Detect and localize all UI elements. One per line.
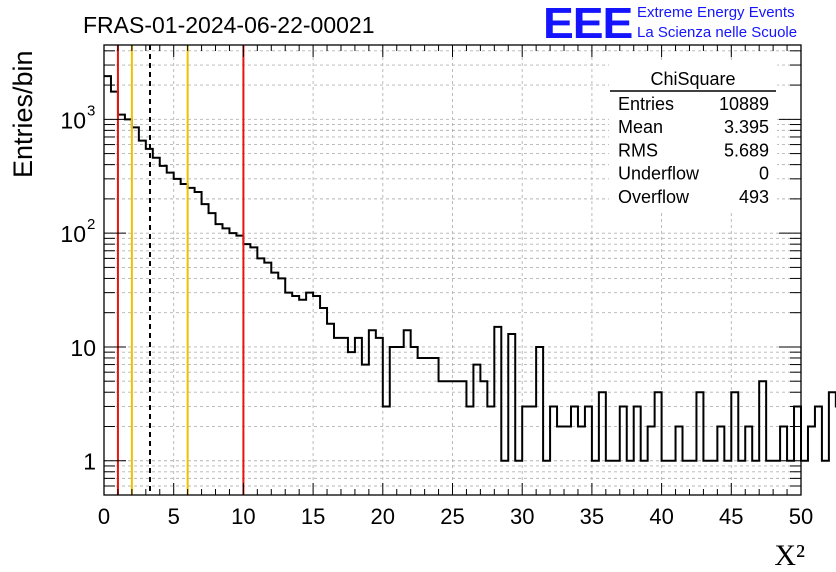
- axis-ticks: [103, 45, 802, 496]
- x-tick-label: 40: [649, 504, 673, 529]
- stats-box: ChiSquare Entries 10889 Mean 3.395 RMS 5.689 U…: [609, 63, 777, 211]
- y-tick-label: 10: [60, 107, 86, 133]
- stats-row-value: 0: [759, 164, 769, 184]
- stats-row-value: 493: [739, 187, 769, 207]
- x-tick-label: 45: [719, 504, 743, 529]
- stats-row-value: 10889: [719, 94, 769, 114]
- y-tick-label: 10: [60, 221, 86, 247]
- stats-row-label: Mean: [618, 117, 663, 137]
- stats-box-title: ChiSquare: [650, 69, 735, 89]
- stats-row-label: Underflow: [618, 164, 700, 184]
- stats-row-label: Entries: [618, 94, 674, 114]
- y-axis-label: Entries/bin: [8, 50, 38, 178]
- x-tick-label: 10: [231, 504, 255, 529]
- x-tick-label: 15: [301, 504, 325, 529]
- x-tick-label: 35: [580, 504, 604, 529]
- stats-row-label: Overflow: [618, 187, 690, 207]
- y-tick-label-exponent: 2: [87, 216, 95, 233]
- y-tick-label: 1: [83, 449, 96, 475]
- x-axis-label: X²: [774, 539, 805, 572]
- y-tick-label-exponent: 3: [87, 102, 95, 119]
- y-tick-label: 10: [70, 335, 96, 361]
- reference-lines: [116, 45, 245, 495]
- eee-logo-mark: EEE: [543, 0, 633, 48]
- stats-box-background: [609, 63, 777, 211]
- x-tick-label: 5: [168, 504, 180, 529]
- histogram-bars: [104, 75, 836, 462]
- x-tick-label: 0: [98, 504, 110, 529]
- histogram-outline: [104, 75, 836, 462]
- logo-line-2: La Scienza nelle Scuole: [637, 24, 798, 41]
- logo-line-1: Extreme Energy Events: [637, 4, 795, 21]
- chart-title: FRAS-01-2024-06-22-00021: [83, 12, 375, 38]
- stats-row-label: RMS: [618, 140, 658, 160]
- x-tick-label: 30: [510, 504, 534, 529]
- stats-row-value: 3.395: [724, 117, 769, 137]
- x-tick-label: 50: [789, 504, 813, 529]
- x-tick-label: 25: [440, 504, 464, 529]
- x-tick-label: 20: [371, 504, 395, 529]
- stats-row-value: 5.689: [724, 140, 769, 160]
